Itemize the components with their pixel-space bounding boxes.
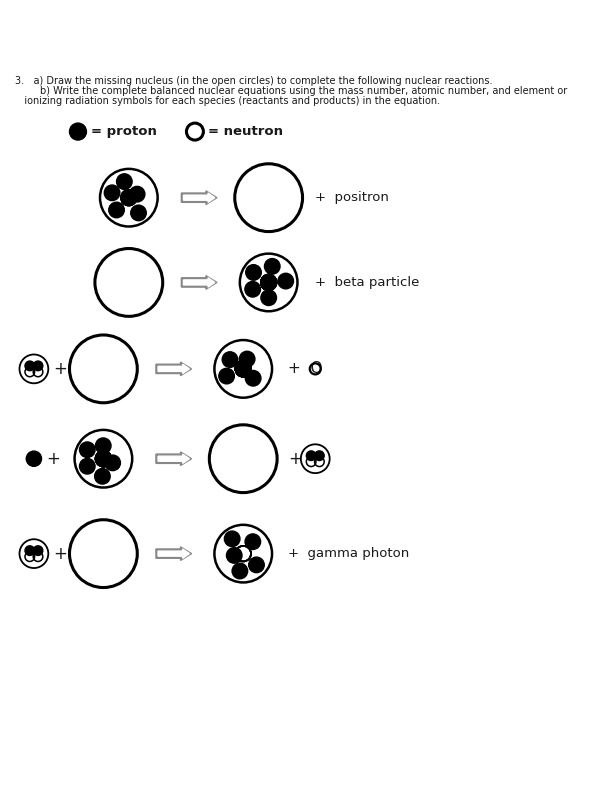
- Text: ionizing radiation symbols for each species (reactants and products) in the equa: ionizing radiation symbols for each spec…: [15, 96, 441, 106]
- Circle shape: [232, 563, 248, 579]
- Text: +  gamma photon: + gamma photon: [288, 547, 409, 560]
- Circle shape: [264, 258, 280, 274]
- Circle shape: [95, 451, 111, 466]
- Text: = proton: = proton: [91, 125, 157, 138]
- Circle shape: [278, 273, 294, 289]
- Circle shape: [219, 368, 234, 384]
- Circle shape: [105, 455, 121, 470]
- Polygon shape: [156, 546, 192, 561]
- Polygon shape: [156, 452, 192, 466]
- Polygon shape: [158, 454, 189, 463]
- Text: +: +: [53, 545, 67, 562]
- Circle shape: [95, 451, 111, 466]
- Circle shape: [70, 123, 86, 140]
- Circle shape: [261, 275, 277, 290]
- Polygon shape: [156, 362, 192, 375]
- Circle shape: [80, 459, 95, 474]
- Circle shape: [226, 547, 242, 563]
- Circle shape: [236, 361, 251, 377]
- Circle shape: [104, 185, 120, 200]
- Polygon shape: [158, 549, 189, 558]
- Circle shape: [236, 361, 251, 377]
- Circle shape: [239, 352, 255, 367]
- Text: +  positron: + positron: [315, 191, 389, 204]
- Text: 3.   a) Draw the missing nucleus (in the open circles) to complete the following: 3. a) Draw the missing nucleus (in the o…: [15, 76, 493, 86]
- Circle shape: [236, 361, 251, 377]
- Circle shape: [261, 275, 277, 290]
- Circle shape: [116, 173, 132, 189]
- Circle shape: [95, 451, 111, 466]
- Circle shape: [261, 275, 277, 290]
- Circle shape: [80, 442, 95, 458]
- Text: +: +: [47, 450, 61, 468]
- Text: = neutron: = neutron: [209, 125, 283, 138]
- Polygon shape: [184, 193, 215, 202]
- Circle shape: [121, 190, 136, 205]
- Circle shape: [95, 451, 111, 466]
- Text: +: +: [288, 450, 302, 468]
- Circle shape: [236, 361, 251, 377]
- Circle shape: [26, 451, 42, 466]
- Circle shape: [246, 265, 261, 280]
- Circle shape: [225, 531, 240, 546]
- Polygon shape: [184, 278, 215, 287]
- Circle shape: [222, 352, 237, 367]
- Circle shape: [236, 361, 251, 377]
- Text: +  O: + O: [288, 361, 323, 376]
- Polygon shape: [181, 191, 217, 204]
- Circle shape: [95, 438, 111, 454]
- Circle shape: [25, 361, 35, 371]
- Circle shape: [261, 275, 277, 290]
- Circle shape: [248, 557, 264, 573]
- Polygon shape: [158, 364, 189, 374]
- Text: +  beta particle: + beta particle: [315, 276, 420, 289]
- Circle shape: [129, 186, 145, 202]
- Circle shape: [245, 281, 261, 297]
- Circle shape: [109, 202, 124, 218]
- Circle shape: [261, 290, 277, 306]
- Circle shape: [33, 361, 43, 371]
- Text: +: +: [53, 360, 67, 378]
- Circle shape: [25, 546, 35, 555]
- Circle shape: [307, 451, 316, 460]
- Circle shape: [33, 546, 43, 555]
- Circle shape: [131, 205, 146, 221]
- Text: b) Write the complete balanced nuclear equations using the mass number, atomic n: b) Write the complete balanced nuclear e…: [15, 86, 567, 96]
- Circle shape: [245, 534, 261, 550]
- Circle shape: [95, 469, 110, 484]
- Polygon shape: [181, 276, 217, 289]
- Circle shape: [245, 371, 261, 386]
- Circle shape: [315, 451, 324, 460]
